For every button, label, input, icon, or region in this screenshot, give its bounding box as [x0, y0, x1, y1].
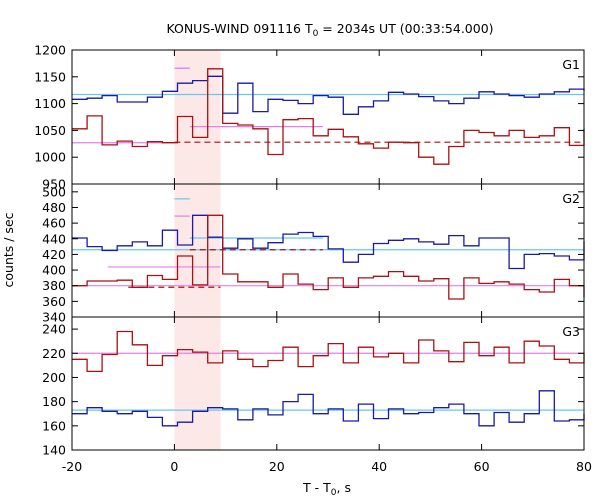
- y-tick-label: 1100: [34, 96, 66, 111]
- panel-frame: [71, 49, 585, 185]
- x-tick-label: 0: [170, 459, 178, 474]
- panel-label: G3: [562, 324, 580, 339]
- y-tick-label: 1000: [34, 150, 66, 165]
- series-step-line: [72, 390, 585, 427]
- panel-label: G1: [562, 57, 580, 72]
- series-step-line: [72, 68, 585, 165]
- y-tick-label: 160: [42, 418, 66, 433]
- y-tick-label: 400: [42, 263, 66, 278]
- panels: 95010001050110011501200G1340360380400420…: [34, 43, 592, 475]
- panel-g1: 950 1000 1050 1100 1150 1200 G1: [34, 43, 585, 192]
- x-tick-label: -20: [62, 459, 82, 474]
- y-tick-label: 360: [42, 294, 66, 309]
- y-tick-label: 1150: [34, 69, 66, 84]
- y-tick-label: 440: [42, 231, 66, 246]
- x-tick-label: 40: [371, 459, 387, 474]
- series-step-line: [72, 330, 585, 373]
- series-step-line: [72, 214, 585, 300]
- y-tick-label: 500: [42, 184, 66, 199]
- y-tick-label: 180: [42, 394, 66, 409]
- y-tick-label: 340: [42, 310, 66, 325]
- y-tick-label: 950: [42, 177, 66, 192]
- y-tick-label: 460: [42, 216, 66, 231]
- x-axis-label: T - T0, s: [302, 480, 351, 498]
- x-tick-label: 60: [474, 459, 490, 474]
- chart-title: KONUS-WIND 091116 T0 = 2034s UT (00:33:5…: [166, 21, 493, 39]
- series-step-line: [72, 214, 585, 270]
- y-tick-label: 200: [42, 370, 66, 385]
- panel-frame: [71, 316, 585, 451]
- y-tick-label: 240: [42, 322, 66, 337]
- y-axis-label: counts / sec: [1, 212, 16, 287]
- y-tick-label: 140: [42, 443, 66, 458]
- y-tick-label: 480: [42, 200, 66, 215]
- panel-frame: [71, 183, 585, 318]
- y-tick-label: 420: [42, 247, 66, 262]
- panel-label: G2: [562, 191, 580, 206]
- y-tick-label: 380: [42, 278, 66, 293]
- x-tick-label: 20: [269, 459, 285, 474]
- y-tick-label: 1200: [34, 43, 66, 58]
- series-step-line: [72, 75, 585, 115]
- y-tick-label: 220: [42, 346, 66, 361]
- panel-g3: 140 160 180 200 220 240 G3: [42, 316, 585, 458]
- x-tick-label: 80: [576, 459, 592, 474]
- y-tick-label: 1050: [34, 123, 66, 138]
